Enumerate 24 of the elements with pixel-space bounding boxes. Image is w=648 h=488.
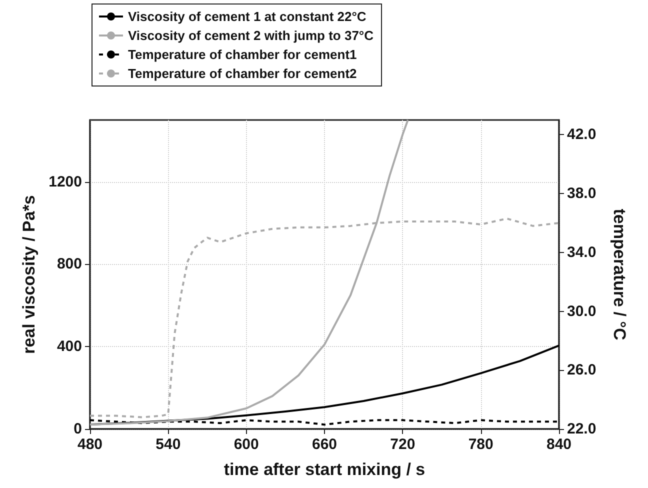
legend-label: Viscosity of cement 1 at constant 22°C (128, 9, 367, 24)
y-tick-label: 800 (56, 256, 82, 273)
y2-tick-label: 34.0 (567, 244, 596, 261)
y2-axis-title: temperature / °C (610, 208, 629, 340)
y-tick-label: 1200 (48, 173, 82, 190)
y-tick-label: 400 (56, 338, 82, 356)
legend-label: Viscosity of cement 2 with jump to 37°C (128, 28, 374, 43)
x-tick-label: 540 (156, 436, 181, 453)
x-tick-label: 600 (234, 436, 259, 453)
y2-tick-label: 42.0 (567, 126, 596, 144)
y2-tick-label: 38.0 (567, 185, 596, 202)
legend-label: Temperature of chamber for cement2 (128, 66, 357, 81)
y-tick-label: 0 (74, 420, 82, 438)
x-tick-label: 780 (468, 436, 494, 453)
x-tick-label: 660 (312, 436, 338, 453)
x-tick-label: 840 (546, 436, 572, 453)
legend-label: Temperature of chamber for cement1 (128, 47, 357, 62)
y2-tick-label: 22.0 (567, 420, 596, 438)
y2-tick-label: 30.0 (567, 302, 596, 320)
x-axis-title: time after start mixing / s (224, 460, 426, 479)
x-tick-label: 480 (77, 436, 103, 453)
x-tick-label: 720 (390, 436, 416, 453)
y-axis-title: real viscosity / Pa*s (20, 195, 39, 354)
y2-tick-label: 26.0 (567, 362, 596, 379)
